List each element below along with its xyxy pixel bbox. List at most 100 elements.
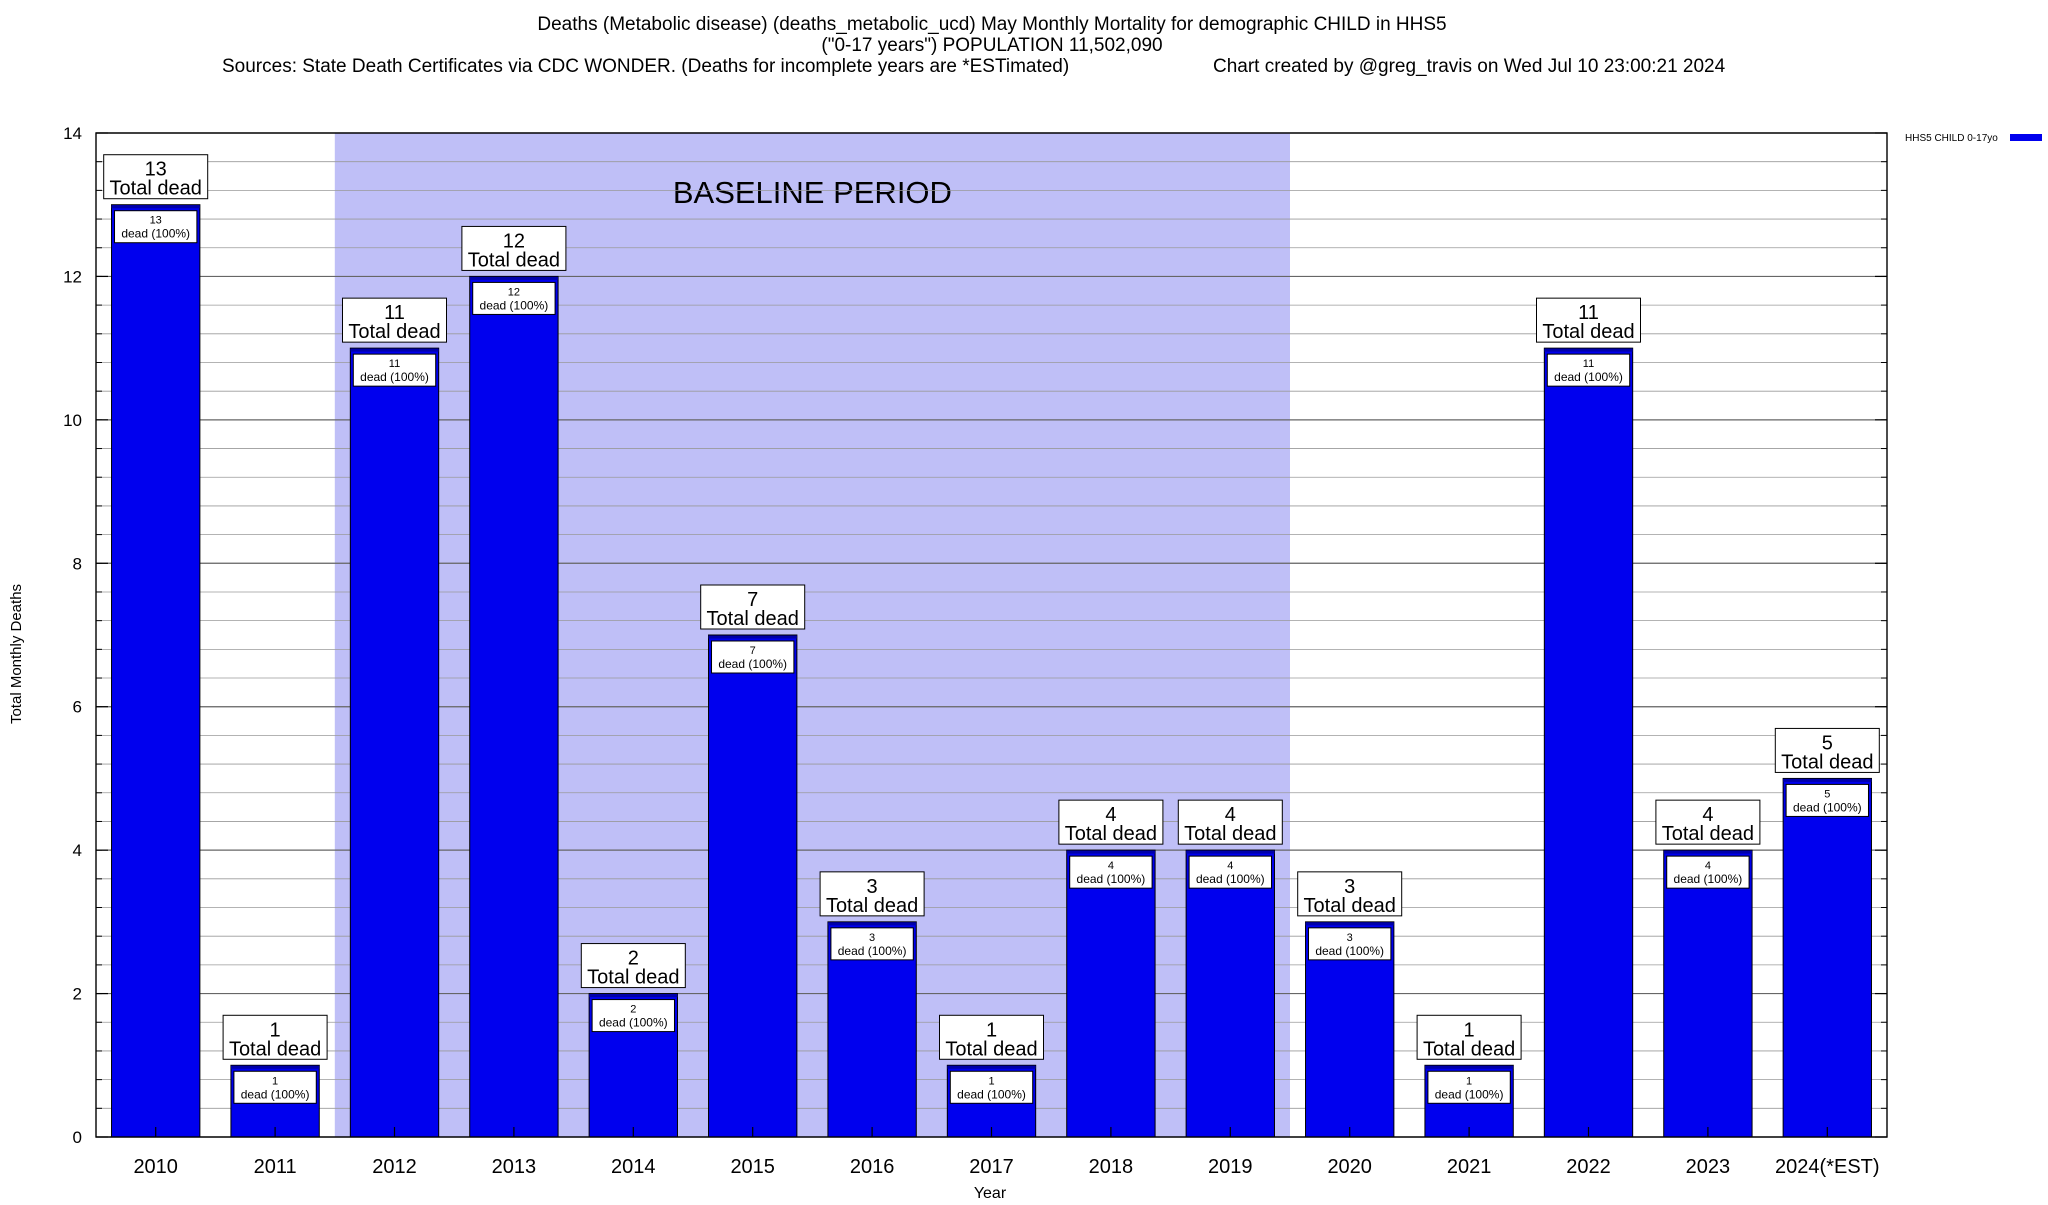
x-tick-label: 2024(*EST) <box>1775 1156 1880 1178</box>
bar-total-label: Total dead <box>468 249 560 271</box>
bar-total-label-box <box>580 943 686 989</box>
bar-total-label: Total dead <box>348 321 440 343</box>
bar-inner-value: 2 <box>630 1004 636 1016</box>
bar-inner-label: dead (100%) <box>480 298 549 312</box>
bar-total-label: Total dead <box>1065 823 1157 845</box>
bar-total-label: Total dead <box>229 1038 321 1060</box>
bar-inner-label-box <box>711 640 795 674</box>
x-tick-label: 2020 <box>1327 1156 1372 1178</box>
y-tick-label: 14 <box>63 124 82 143</box>
bar-total-label-box <box>700 584 806 630</box>
bar <box>1185 849 1275 1138</box>
bar-total-label: Total dead <box>826 895 918 917</box>
bar-inner-value: 3 <box>1347 932 1353 944</box>
bar-total-label-box <box>222 1014 328 1060</box>
bar-total-value: 4 <box>1105 804 1116 826</box>
bar <box>111 204 201 1138</box>
bar-inner-value: 7 <box>750 645 756 657</box>
y-tick-label: 10 <box>63 411 82 430</box>
bar-inner-label-box <box>1427 1070 1511 1104</box>
bar-total-label: Total dead <box>1542 321 1634 343</box>
bar <box>469 275 559 1138</box>
bar-total-label-box <box>461 225 567 271</box>
bar-total-value: 11 <box>384 302 405 324</box>
x-tick-label: 2010 <box>133 1156 178 1178</box>
bar-inner-value: 12 <box>508 286 520 298</box>
bar <box>1066 849 1156 1138</box>
y-axis-label: Total Monthly Deaths <box>8 584 25 724</box>
bar-inner-value: 4 <box>1227 860 1233 872</box>
bar-total-label-box <box>1774 727 1880 773</box>
bar-total-label-box <box>939 1014 1044 1060</box>
bar-inner-value: 4 <box>1108 860 1114 872</box>
bar-total-value: 2 <box>628 948 639 970</box>
chart-credit: Chart created by @greg_travis on Wed Jul… <box>1213 56 1726 77</box>
bar-total-value: 5 <box>1822 732 1833 754</box>
y-tick-label: 0 <box>73 1128 82 1147</box>
bar-inner-label: dead (100%) <box>1674 872 1743 886</box>
x-tick-label: 2015 <box>730 1156 775 1178</box>
bar-total-label: Total dead <box>1662 823 1754 845</box>
bar-total-label: Total dead <box>1304 895 1396 917</box>
bar <box>349 347 440 1138</box>
bar-inner-value: 1 <box>988 1075 994 1087</box>
y-tick-label: 6 <box>73 698 82 717</box>
x-tick-label: 2018 <box>1089 1156 1134 1178</box>
bar-inner-label-box <box>114 210 198 244</box>
x-tick-label: 2021 <box>1447 1156 1492 1178</box>
bar-total-value: 12 <box>503 230 525 252</box>
bar-total-label: Total dead <box>110 178 202 200</box>
bar-inner-label-box <box>1546 353 1631 387</box>
bar-inner-label: dead (100%) <box>1554 370 1623 384</box>
bar-inner-value: 11 <box>1583 358 1594 370</box>
bar-inner-value: 3 <box>869 932 875 944</box>
bar-total-label: Total dead <box>1423 1038 1515 1060</box>
bar-total-value: 1 <box>986 1019 997 1041</box>
bar-inner-label-box <box>1069 855 1153 889</box>
bar-total-label-box <box>1177 799 1283 845</box>
bar-inner-label-box <box>1666 855 1750 889</box>
bar-inner-value: 13 <box>150 215 162 227</box>
y-tick-label: 8 <box>73 554 82 573</box>
bar-inner-label-box <box>352 353 437 387</box>
bar-total-value: 4 <box>1225 804 1236 826</box>
bar-inner-label: dead (100%) <box>838 944 907 958</box>
baseline-period-label: BASELINE PERIOD <box>673 175 952 210</box>
bar-inner-label: dead (100%) <box>599 1016 668 1030</box>
bar-total-label: Total dead <box>707 608 799 630</box>
bar-inner-label: dead (100%) <box>1793 800 1862 814</box>
bar-inner-label: dead (100%) <box>121 227 190 241</box>
bar-inner-value: 4 <box>1705 860 1711 872</box>
bar-inner-value: 1 <box>1466 1075 1472 1087</box>
bar-total-label-box <box>819 871 925 917</box>
bar <box>1663 849 1753 1138</box>
bar-total-value: 1 <box>270 1019 281 1041</box>
bar-total-label-box <box>1297 871 1403 917</box>
bar-inner-label-box <box>591 999 675 1033</box>
bar-total-label-box <box>1416 1014 1522 1060</box>
bar-inner-label-box <box>1308 927 1392 961</box>
bar-total-label: Total dead <box>945 1038 1037 1060</box>
bar-inner-label: dead (100%) <box>241 1087 310 1101</box>
chart-title-line-1: Deaths (Metabolic disease) (deaths_metab… <box>537 14 1446 35</box>
legend-label: HHS5 CHILD 0-17yo <box>1905 133 1998 144</box>
x-tick-label: 2012 <box>372 1156 417 1178</box>
legend-swatch <box>2010 134 2042 141</box>
bar-total-value: 7 <box>747 589 758 611</box>
bar-total-label: Total dead <box>1184 823 1276 845</box>
bar-total-label-box <box>103 154 209 200</box>
bar-total-value: 13 <box>145 159 167 181</box>
bar <box>1543 347 1634 1138</box>
x-axis-label: Year <box>974 1185 1007 1200</box>
chart-title-line-2: ("0-17 years") POPULATION 11,502,090 <box>821 35 1162 56</box>
bar-inner-label-box <box>472 281 556 315</box>
x-tick-label: 2011 <box>254 1156 297 1178</box>
x-tick-label: 2022 <box>1566 1156 1611 1178</box>
bar-total-label-box <box>1655 799 1761 845</box>
bar <box>1782 777 1872 1138</box>
bar-inner-label: dead (100%) <box>1435 1087 1504 1101</box>
bar-total-label-box <box>342 297 447 343</box>
bar-inner-label: dead (100%) <box>1077 872 1146 886</box>
